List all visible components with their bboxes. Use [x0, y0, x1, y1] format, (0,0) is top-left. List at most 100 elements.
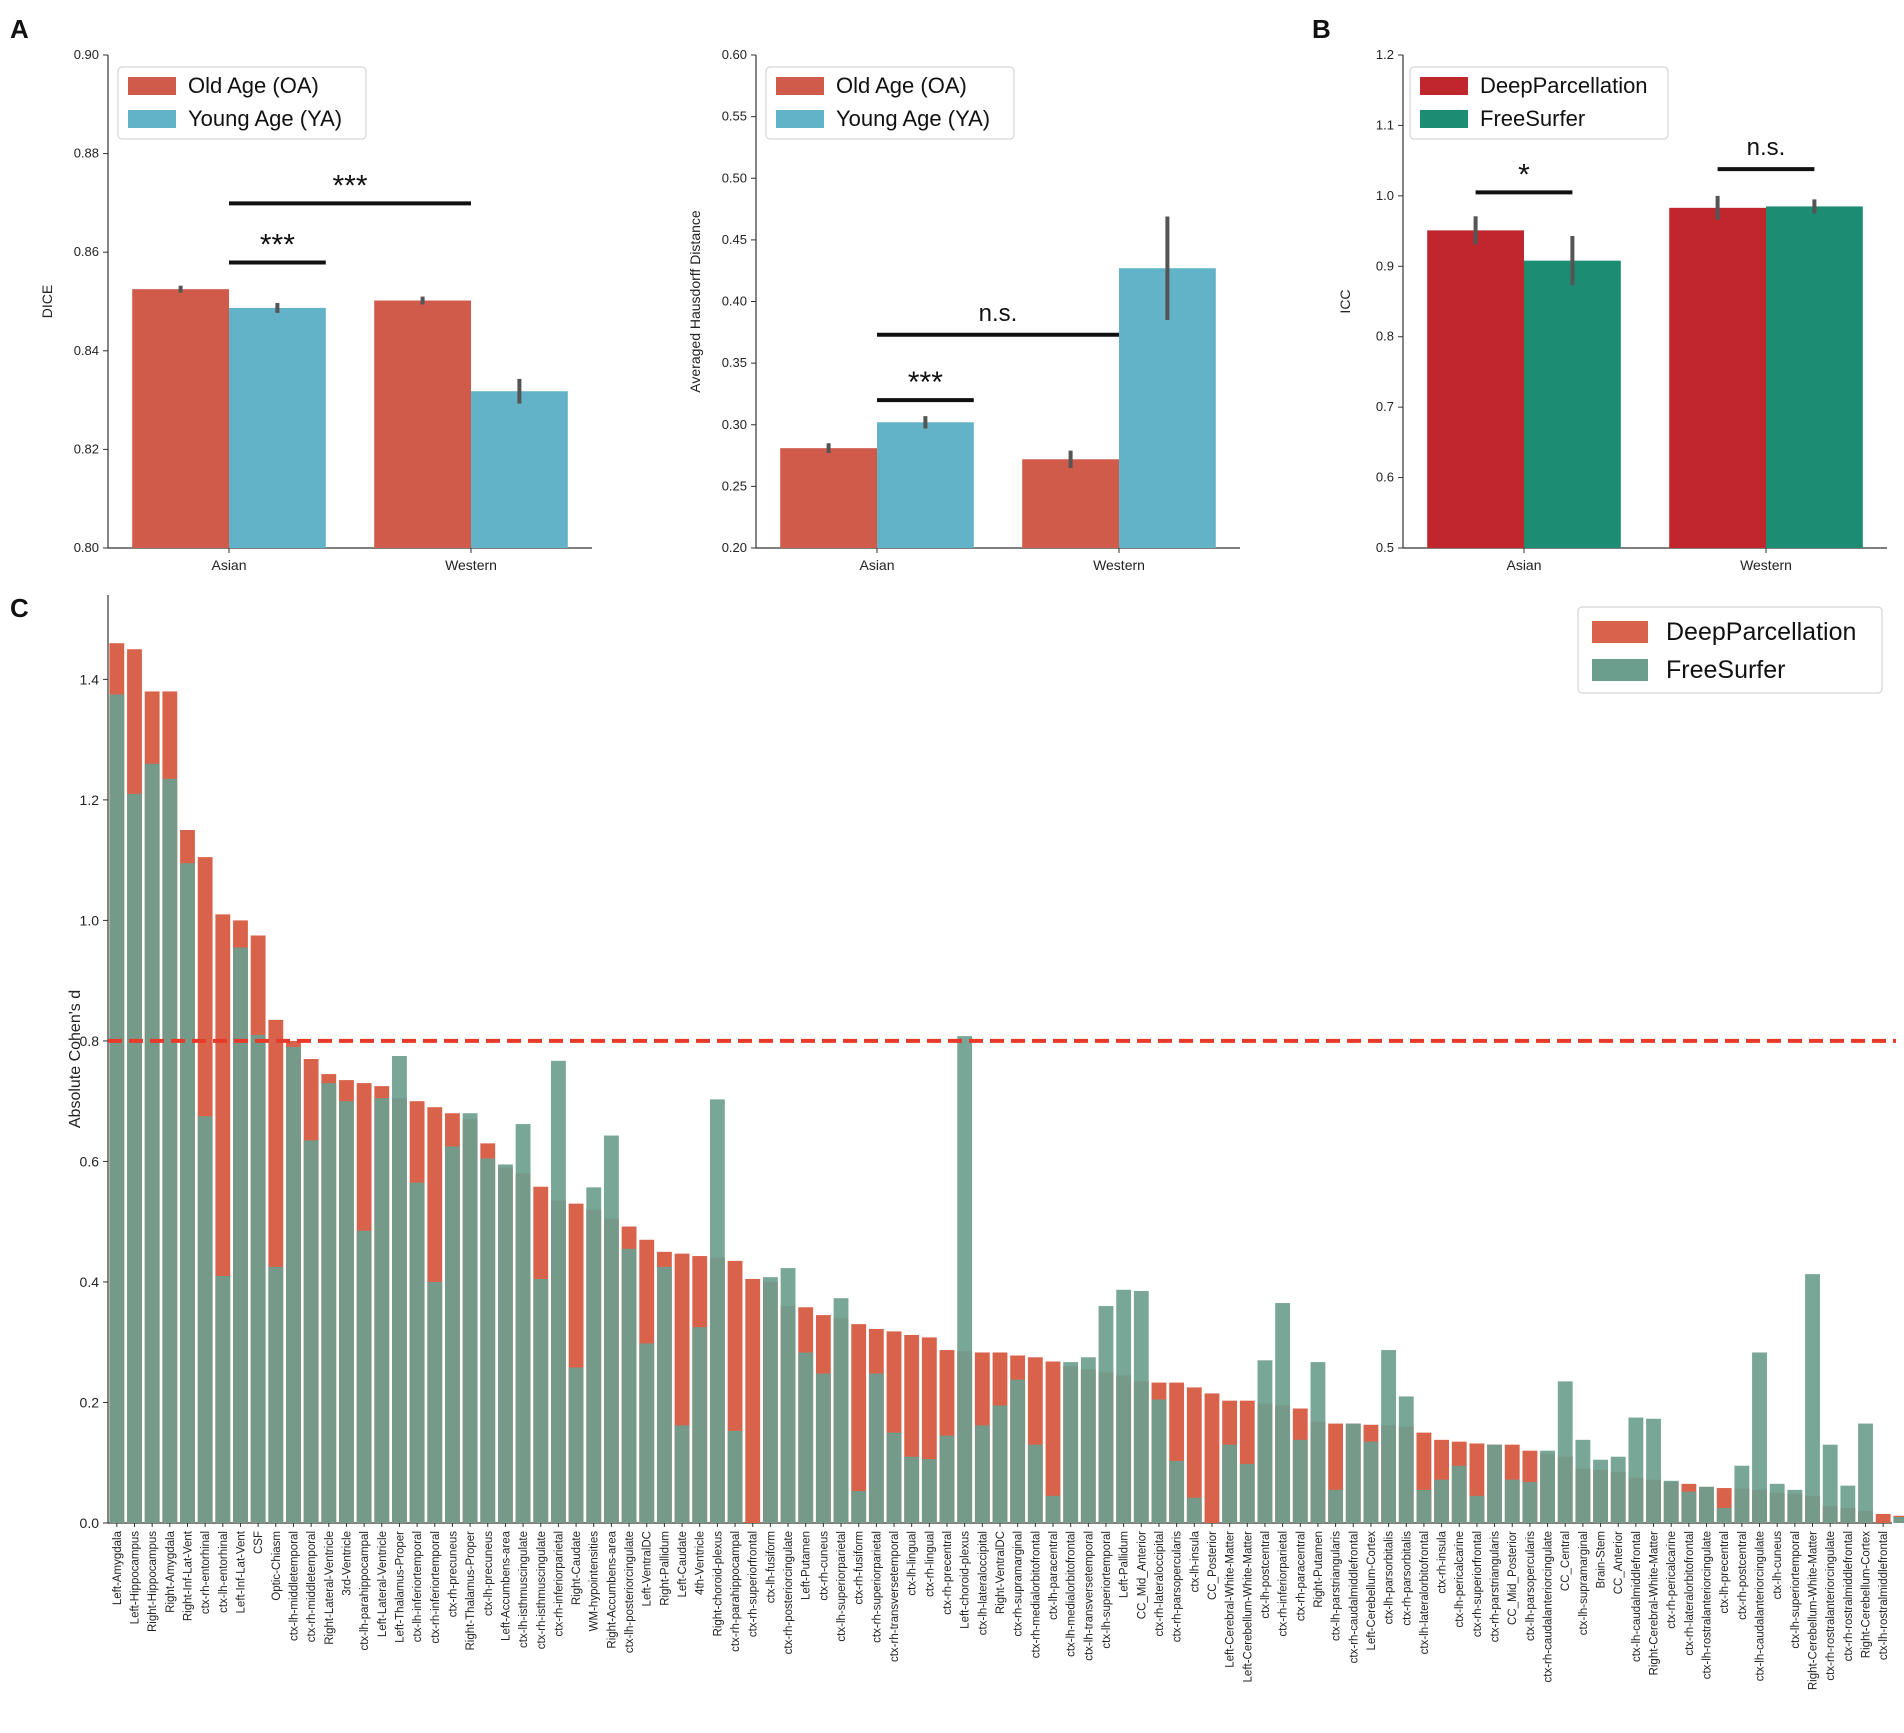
x-tick-label: Left-Lateral-Ventricle	[377, 1531, 389, 1637]
y-tick-label: 0.6	[80, 1153, 100, 1169]
y-tick-label: 0.84	[74, 343, 99, 358]
bar	[132, 289, 229, 548]
legend-swatch	[128, 110, 176, 128]
x-tick-label: CC_Central	[1560, 1531, 1572, 1591]
x-tick-label: ctx-rh-lateralorbitofrontal	[1684, 1531, 1696, 1656]
x-tick-label: ctx-rh-superiorparietal	[871, 1531, 883, 1643]
bar-freesurfer	[1504, 1479, 1520, 1523]
bar	[877, 422, 974, 548]
bar-freesurfer	[233, 947, 248, 1523]
bar-freesurfer	[1787, 1489, 1803, 1523]
x-tick-label: ctx-lh-posteriorcingulate	[624, 1531, 636, 1653]
x-tick-label: ctx-lh-superiortemporal	[1790, 1531, 1802, 1649]
bar-freesurfer	[286, 1046, 301, 1523]
y-tick-label: 1.4	[80, 671, 100, 687]
y-tick-label: 0.80	[74, 540, 99, 555]
x-tick-label: CSF	[253, 1531, 265, 1554]
bar-freesurfer	[1398, 1396, 1414, 1523]
panel-label-b: B	[1312, 14, 1331, 44]
x-tick-label: Right-Pallidum	[659, 1531, 671, 1606]
x-tick-label: Left-Accumbens-area	[500, 1530, 512, 1641]
bar-freesurfer	[250, 1034, 266, 1523]
y-tick-label: 0.7	[1376, 399, 1394, 414]
bar-freesurfer	[1663, 1480, 1679, 1523]
bar-freesurfer	[921, 1459, 937, 1523]
x-tick-label: ctx-lh-transversetemporal	[1083, 1531, 1095, 1661]
bar-freesurfer	[1769, 1483, 1785, 1523]
bar-freesurfer	[533, 1278, 549, 1523]
bar-freesurfer	[886, 1432, 902, 1523]
panel-label-a: A	[10, 14, 29, 44]
x-tick-label: ctx-rh-entorhinal	[200, 1531, 212, 1614]
x-tick-label: ctx-lh-parsorbitalis	[1384, 1531, 1396, 1625]
legend-label: FreeSurfer	[1480, 106, 1585, 131]
x-tick-label: ctx-rh-lingual	[924, 1531, 936, 1597]
significance-label: ***	[908, 366, 943, 399]
bar-freesurfer	[1310, 1362, 1326, 1523]
bar-freesurfer	[621, 1248, 637, 1523]
bar-freesurfer	[1734, 1465, 1750, 1523]
x-tick-label: ctx-rh-middletemporal	[306, 1531, 318, 1642]
y-tick-label: 1.0	[1376, 188, 1394, 203]
x-tick-label: Western	[445, 557, 497, 573]
bar-freesurfer	[215, 1275, 231, 1523]
x-tick-label: Right-Caudate	[571, 1531, 583, 1605]
bar	[780, 448, 877, 548]
bar-freesurfer	[1133, 1291, 1149, 1523]
x-tick-label: ctx-lh-caudalanteriorcingulate	[1755, 1531, 1767, 1681]
y-tick-label: 0.35	[722, 355, 747, 370]
x-tick-label: ctx-lh-isthmuscingulate	[518, 1531, 530, 1648]
y-tick-label: 0.30	[722, 417, 747, 432]
bar-freesurfer	[1752, 1352, 1767, 1523]
y-tick-label: 0.4	[80, 1274, 100, 1290]
x-tick-label: ctx-rh-inferiortemporal	[430, 1531, 442, 1643]
legend-box	[1409, 66, 1669, 140]
x-tick-label: ctx-rh-transversetemporal	[889, 1531, 901, 1662]
bar-deepparcellation	[851, 1324, 867, 1523]
bar-freesurfer	[1893, 1516, 1904, 1523]
bar-freesurfer	[1063, 1362, 1079, 1523]
legend-label: Young Age (YA)	[836, 106, 990, 131]
x-tick-label: ctx-rh-caudalmiddlefrontal	[1348, 1531, 1360, 1663]
x-tick-label: CC_Mid_Posterior	[1507, 1531, 1519, 1625]
y-tick-label: 0.8	[80, 1033, 100, 1049]
x-tick-label: ctx-rh-superiorfrontal	[748, 1531, 760, 1637]
x-tick-label: ctx-rh-parahippocampal	[730, 1531, 742, 1652]
bar-freesurfer	[639, 1343, 655, 1523]
bar-freesurfer	[1010, 1379, 1026, 1523]
x-tick-label: Optic-Chiasm	[271, 1531, 283, 1601]
y-tick-label: 0.25	[722, 478, 747, 493]
y-tick-label: 0.82	[74, 441, 99, 456]
x-tick-label: Right-Lateral-Ventricle	[324, 1531, 336, 1645]
y-axis-label: Averaged Hausdorff Distance	[687, 210, 703, 393]
x-tick-label: Right-Amygdala	[165, 1530, 177, 1612]
bar-freesurfer	[462, 1113, 478, 1523]
significance-label: ***	[260, 229, 295, 262]
x-tick-label: ctx-rh-caudalanteriorcingulate	[1543, 1531, 1555, 1683]
bar-freesurfer	[144, 763, 160, 1523]
bar-freesurfer	[1116, 1289, 1132, 1523]
icc-chart: 0.5 0.6 0.7 0.8 0.9 1.0 1.1 1.2 ICC Asian Western *…	[1337, 47, 1887, 573]
x-tick-label: ctx-rh-medialorbitofrontal	[1030, 1531, 1042, 1658]
bar-deepparcellation	[745, 1278, 761, 1523]
bar-freesurfer	[321, 1083, 337, 1523]
bar-freesurfer	[815, 1373, 831, 1523]
x-tick-label: ctx-lh-superiortemporal	[1101, 1531, 1113, 1649]
x-tick-label: ctx-rh-lateraloccipital	[1154, 1531, 1166, 1636]
bar-freesurfer	[1610, 1456, 1626, 1523]
bar	[374, 300, 471, 548]
x-tick-label: Right-Cerebellum-White-Matter	[1808, 1531, 1820, 1690]
bar-freesurfer	[833, 1298, 849, 1523]
x-tick-label: ctx-rh-pericalcarine	[1666, 1531, 1678, 1629]
x-tick-label: ctx-rh-paracentral	[1295, 1531, 1307, 1621]
bar	[229, 307, 326, 548]
x-tick-label: ctx-lh-cuneus	[1772, 1531, 1784, 1600]
x-tick-label: ctx-lh-pericalcarine	[1454, 1531, 1466, 1628]
x-tick-label: ctx-lh-caudalmiddlefrontal	[1631, 1531, 1643, 1662]
bar-freesurfer	[427, 1281, 443, 1523]
hausdorff-chart: 0.20 0.25 0.30 0.35 0.40 0.45 0.50 0.55 0.60 Aver…	[687, 47, 1240, 573]
legend-box	[765, 66, 1015, 140]
bar-deepparcellation	[1186, 1387, 1202, 1523]
panel-label-c: C	[10, 593, 29, 623]
bar-freesurfer	[868, 1373, 884, 1523]
